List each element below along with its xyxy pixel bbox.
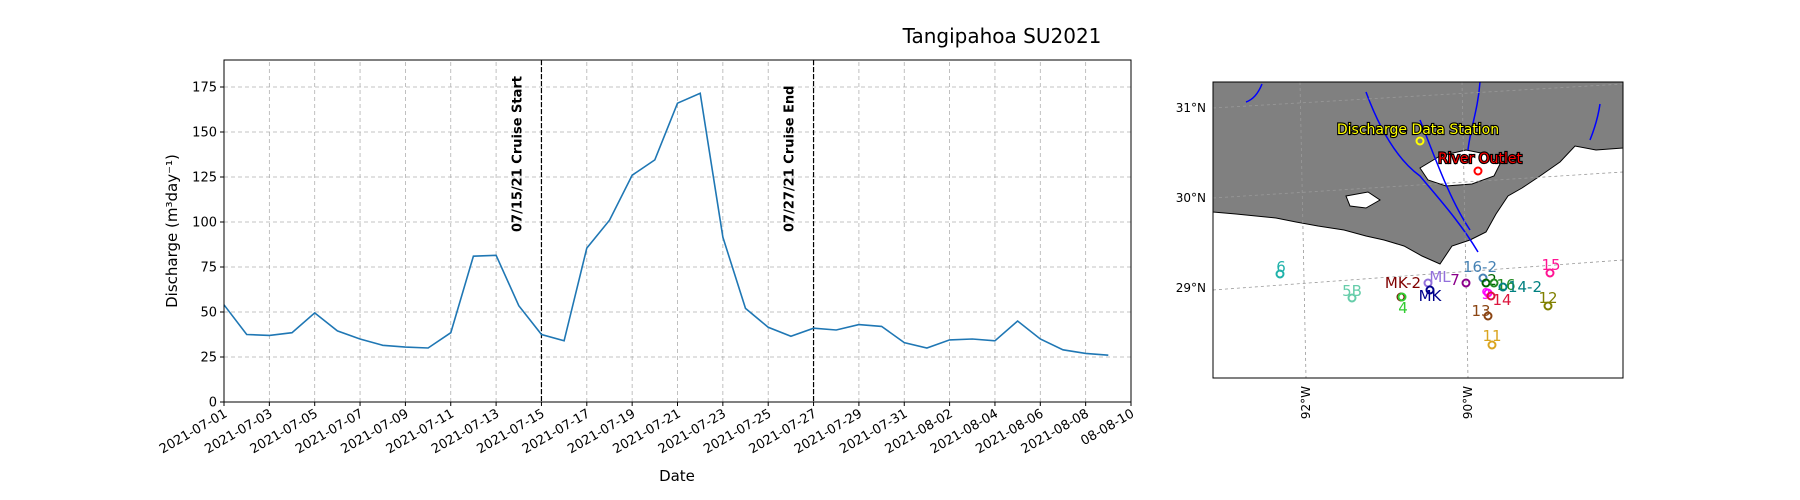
station-marker xyxy=(1486,291,1496,301)
station-label: 16-2 xyxy=(1463,258,1497,276)
map-lake-small xyxy=(1345,191,1381,209)
y-axis-label: Discharge (m³day⁻¹) xyxy=(163,154,181,308)
grid-lines xyxy=(223,60,1132,403)
y-tick-label: 125 xyxy=(192,171,217,186)
special-marker xyxy=(1473,166,1483,176)
station-label: 13 xyxy=(1471,302,1490,320)
map-graticule xyxy=(1213,82,1623,378)
map-special-markers: Discharge Data Station River Outlet xyxy=(1336,121,1524,176)
y-tick-label: 100 xyxy=(192,216,217,231)
cruise-lines: 07/15/21 Cruise Start 07/27/21 Cruise End xyxy=(510,60,815,402)
map-frame xyxy=(1212,81,1624,379)
x-axis-ticks: 2021-07-012021-07-032021-07-052021-07-07… xyxy=(157,402,1137,457)
x-axis-label: Date xyxy=(659,467,695,485)
cruise-line-label: 07/27/21 Cruise End xyxy=(783,86,798,232)
station-marker xyxy=(1545,268,1555,278)
station-label: 7 xyxy=(1450,271,1460,289)
station-label: ML xyxy=(1429,268,1451,286)
special-label: Discharge Data Station xyxy=(1337,122,1499,138)
map-river xyxy=(1245,82,1601,253)
station-marker xyxy=(1397,292,1407,302)
station-label: 5B xyxy=(1342,282,1362,300)
lat-tick-label: 29°N xyxy=(1176,281,1206,295)
y-tick-label: 75 xyxy=(200,261,217,276)
station-label: 6 xyxy=(1276,258,1286,276)
y-tick-label: 150 xyxy=(192,126,217,141)
station-marker xyxy=(1489,278,1499,288)
station-label: 14 xyxy=(1492,291,1511,309)
chart-title: Tangipahoa SU2021 xyxy=(902,24,1102,48)
station-label: 11 xyxy=(1482,327,1501,345)
y-tick-label: 50 xyxy=(200,306,217,321)
y-axis-ticks: 0 25 50 75 100 125 150 175 xyxy=(192,81,224,411)
lat-tick-label: 31°N xyxy=(1176,101,1206,115)
map-inset: 31°N 30°N 29°N 92°W 90°W Discharge Data Stat… xyxy=(1176,81,1624,419)
discharge-line xyxy=(223,92,1109,356)
cruise-line-label: 07/15/21 Cruise Start xyxy=(510,76,525,232)
special-marker xyxy=(1415,136,1425,146)
station-label: 15 xyxy=(1541,256,1560,274)
station-marker xyxy=(1461,278,1471,288)
station-label: 9 xyxy=(1481,285,1491,303)
lat-tick-label: 30°N xyxy=(1176,191,1206,205)
lon-tick-label: 90°W xyxy=(1461,386,1475,419)
y-tick-label: 0 xyxy=(209,396,217,411)
map-ticks: 31°N 30°N 29°N 92°W 90°W xyxy=(1176,101,1475,419)
station-label: MK-2 xyxy=(1385,274,1421,292)
station-marker xyxy=(1498,282,1508,292)
station-label: 4 xyxy=(1398,299,1408,317)
y-tick-label: 25 xyxy=(200,351,217,366)
station-marker xyxy=(1487,340,1497,350)
station-label: 12 xyxy=(1538,289,1557,307)
station-label: 14-2 xyxy=(1508,278,1542,296)
map-lake xyxy=(1419,149,1501,187)
map-land xyxy=(1213,82,1623,265)
station-marker xyxy=(1347,293,1357,303)
station-marker xyxy=(1425,285,1435,295)
special-label: River Outlet xyxy=(1438,151,1523,167)
discharge-series xyxy=(223,92,1109,356)
station-marker xyxy=(1275,269,1285,279)
y-tick-label: 175 xyxy=(192,81,217,96)
station-label: MK xyxy=(1419,287,1443,305)
lon-tick-label: 92°W xyxy=(1299,386,1313,419)
station-marker xyxy=(1483,311,1493,321)
station-marker xyxy=(1543,301,1553,311)
